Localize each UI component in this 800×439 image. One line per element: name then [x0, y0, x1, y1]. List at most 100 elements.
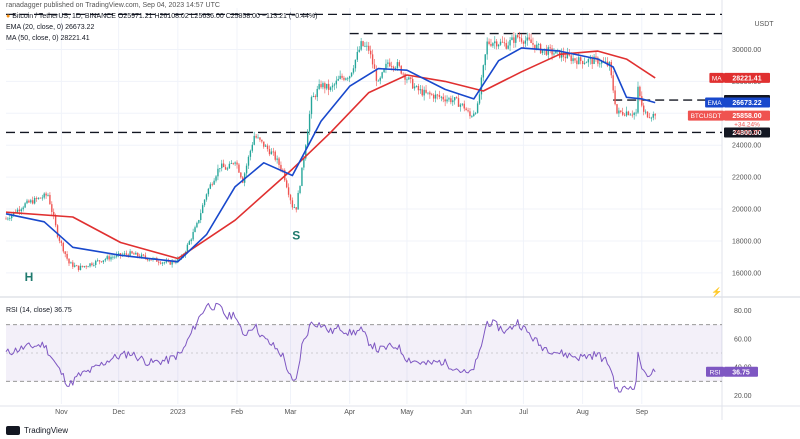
candle-body — [213, 180, 215, 185]
candle-body — [646, 111, 649, 118]
candle-body — [633, 112, 635, 116]
candle-body — [7, 218, 9, 220]
rsi-badge-tag-text: RSI — [710, 369, 721, 376]
candle-body — [285, 180, 288, 188]
candle-body — [266, 145, 269, 150]
candle-body — [383, 68, 385, 73]
candle-body — [257, 137, 259, 139]
published-by: ranadagger published on TradingView.com,… — [6, 2, 220, 9]
candle-body — [219, 168, 221, 169]
candle-body — [488, 41, 490, 45]
candle-body — [411, 78, 414, 89]
candle-body — [226, 168, 229, 170]
candle-body — [272, 151, 275, 153]
candle-body — [211, 184, 213, 186]
candle-body — [354, 59, 357, 69]
candle-body — [306, 131, 309, 146]
candle-body — [410, 77, 412, 79]
candle-body — [482, 65, 485, 78]
candle-body — [528, 37, 530, 40]
candle-body — [96, 260, 99, 262]
candle-body — [490, 44, 492, 46]
candle-body — [56, 225, 59, 238]
ema-legend: EMA (20, close, 0) 26673.22 — [6, 24, 95, 31]
candle-body — [444, 99, 446, 102]
candle-body — [312, 96, 315, 98]
candle-body — [402, 73, 404, 75]
candle-body — [47, 194, 49, 196]
candle-body — [347, 78, 349, 80]
candle-body — [287, 187, 290, 195]
candle-body — [333, 84, 336, 86]
candle-body — [337, 78, 339, 81]
candle-body — [503, 42, 506, 44]
candle-body — [457, 98, 460, 107]
candle-body — [203, 199, 206, 206]
candle-body — [261, 139, 263, 142]
candle-body — [448, 98, 450, 100]
candle-body — [434, 94, 437, 99]
candle-body — [310, 97, 313, 115]
candle-body — [432, 94, 435, 99]
candle-body — [631, 114, 633, 116]
candle-body — [644, 111, 647, 113]
candle-body — [163, 262, 166, 264]
candle-body — [413, 86, 416, 89]
candle-body — [423, 89, 425, 96]
candle-body — [68, 258, 70, 264]
candle-body — [60, 240, 63, 243]
rsi-badge-tag — [706, 366, 724, 377]
candle-body — [32, 200, 34, 204]
price-tick-label: 22000.00 — [732, 175, 761, 182]
candle-body — [58, 237, 61, 241]
candle-body — [142, 254, 145, 256]
candle-body — [293, 207, 296, 209]
candle-body — [601, 61, 603, 64]
candle-body — [259, 137, 261, 140]
price-badge-text: 28221.41 — [732, 75, 761, 82]
candle-body — [394, 67, 397, 69]
candle-body — [515, 35, 517, 43]
footer-brand[interactable]: TradingView — [6, 426, 68, 435]
candle-body — [11, 214, 13, 219]
rsi-legend: RSI (14, close) 36.75 — [6, 307, 72, 314]
candle-body — [339, 75, 341, 79]
rsi-tick-label: 60.00 — [734, 336, 752, 343]
candle-body — [230, 163, 233, 164]
candle-body — [263, 141, 265, 147]
candle-body — [234, 162, 236, 164]
candle-body — [366, 45, 368, 47]
candle-body — [329, 87, 332, 90]
candle-body — [20, 209, 22, 212]
price-tick-label: 16000.00 — [732, 270, 761, 277]
candle-body — [538, 44, 540, 46]
candle-body — [648, 117, 651, 119]
candle-body — [51, 204, 53, 212]
candle-body — [453, 97, 456, 101]
candle-body — [532, 43, 534, 45]
candle-body — [91, 263, 93, 266]
candle-body — [85, 266, 87, 267]
candle-body — [574, 58, 576, 61]
candle-body — [188, 241, 190, 245]
candle-body — [614, 90, 616, 105]
candle-body — [209, 184, 211, 189]
candle-body — [280, 164, 282, 170]
candle-body — [343, 77, 345, 80]
candle-body — [497, 44, 500, 47]
candle-body — [255, 135, 257, 138]
candle-body — [119, 253, 122, 256]
candle-body — [24, 203, 26, 208]
footer-brand-label: TradingView — [24, 426, 69, 435]
countdown-text: +34.24% — [734, 122, 760, 129]
candle-body — [635, 112, 637, 114]
candle-body — [350, 72, 353, 77]
candle-body — [450, 98, 452, 103]
candle-body — [264, 145, 267, 147]
price-badge — [724, 72, 770, 83]
candle-body — [295, 207, 297, 210]
candle-body — [135, 252, 137, 255]
candle-body — [583, 62, 586, 64]
candle-body — [186, 244, 189, 253]
candle-body — [499, 41, 502, 45]
